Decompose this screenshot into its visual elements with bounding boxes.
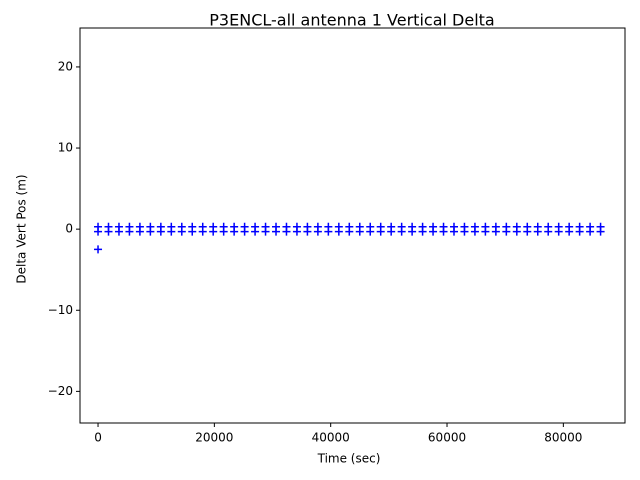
scatter-point	[167, 227, 176, 236]
scatter-point	[376, 227, 385, 236]
scatter-point	[334, 227, 343, 236]
x-axis-label: Time (sec)	[317, 452, 381, 466]
y-tick-label: −20	[48, 384, 73, 398]
scatter-point	[502, 227, 511, 236]
scatter-point	[114, 227, 123, 236]
scatter-point	[470, 227, 479, 236]
scatter-point	[523, 227, 532, 236]
scatter-point	[575, 227, 584, 236]
scatter-point	[261, 227, 270, 236]
y-axis-label: Delta Vert Pos (m)	[15, 174, 29, 283]
scatter-point	[586, 227, 595, 236]
scatter-point	[481, 227, 490, 236]
plot-area	[94, 222, 605, 254]
scatter-point	[292, 227, 301, 236]
scatter-point	[554, 227, 563, 236]
scatter-point	[156, 227, 165, 236]
y-tick-label: 20	[58, 59, 73, 73]
scatter-point	[125, 227, 134, 236]
scatter-point	[94, 245, 103, 254]
x-tick-label: 40000	[312, 431, 350, 445]
scatter-point	[418, 227, 427, 236]
scatter-point	[188, 227, 197, 236]
scatter-point	[313, 227, 322, 236]
scatter-point	[146, 227, 155, 236]
y-tick-label: 10	[58, 141, 73, 155]
scatter-point	[135, 227, 144, 236]
scatter-point	[460, 227, 469, 236]
chart-title: P3ENCL-all antenna 1 Vertical Delta	[209, 11, 494, 30]
scatter-point	[345, 227, 354, 236]
scatter-point	[544, 227, 553, 236]
y-tick-label: −10	[48, 303, 73, 317]
scatter-point	[303, 227, 312, 236]
scatter-point	[366, 227, 375, 236]
scatter-point	[533, 227, 542, 236]
scatter-point	[177, 227, 186, 236]
scatter-point	[408, 227, 417, 236]
scatter-point	[324, 227, 333, 236]
scatter-point	[387, 227, 396, 236]
x-tick-label: 0	[94, 431, 102, 445]
x-tick-label: 60000	[428, 431, 466, 445]
x-tick-label: 20000	[195, 431, 233, 445]
scatter-point	[230, 227, 239, 236]
scatter-point	[355, 227, 364, 236]
scatter-point	[429, 227, 438, 236]
scatter-point	[596, 227, 605, 236]
scatter-point	[198, 227, 207, 236]
scatter-point	[439, 227, 448, 236]
x-tick-label: 80000	[544, 431, 582, 445]
scatter-point	[219, 227, 228, 236]
scatter-point	[240, 227, 249, 236]
scatter-point	[449, 227, 458, 236]
scatter-point	[512, 227, 521, 236]
scatter-point	[251, 227, 260, 236]
y-tick-label: 0	[65, 222, 73, 236]
scatter-point	[491, 227, 500, 236]
scatter-point	[272, 227, 281, 236]
scatter-point	[397, 227, 406, 236]
scatter-point	[94, 227, 103, 236]
scatter-point	[282, 227, 291, 236]
axes-frame	[79, 27, 626, 424]
scatter-point	[104, 227, 113, 236]
scatter-point	[565, 227, 574, 236]
scatter-point	[209, 227, 218, 236]
